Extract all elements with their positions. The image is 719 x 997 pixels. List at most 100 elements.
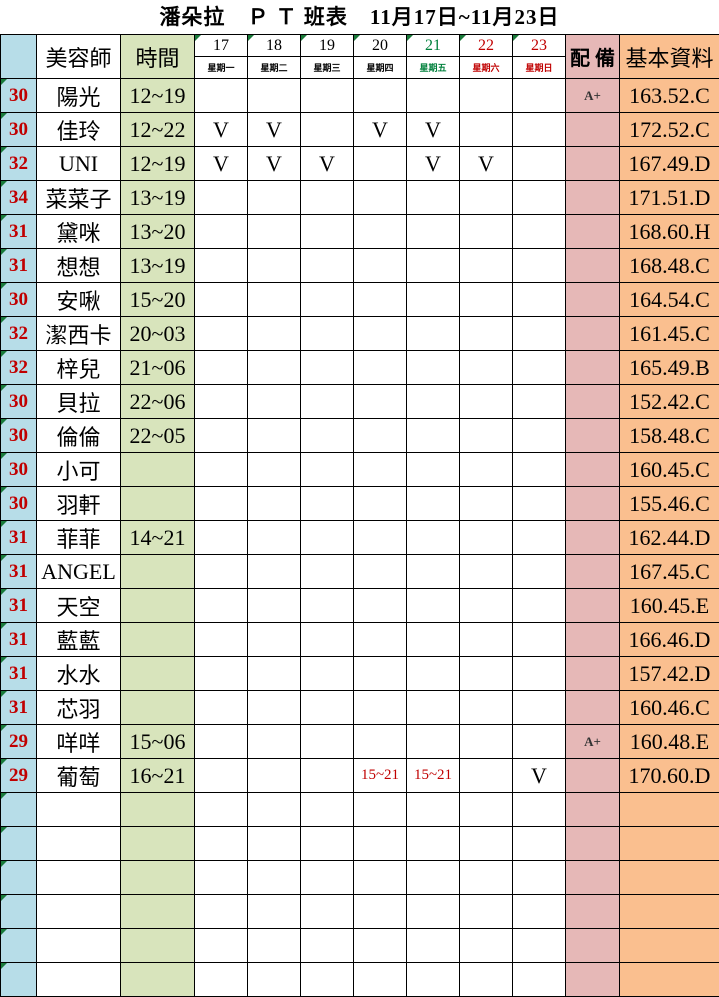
day-cell[interactable] <box>513 283 566 317</box>
day-cell[interactable] <box>460 283 513 317</box>
info-cell[interactable]: 155.46.C <box>620 487 719 521</box>
day-cell[interactable] <box>354 317 407 351</box>
day-cell[interactable] <box>195 555 248 589</box>
day-cell[interactable] <box>248 79 301 113</box>
day-cell[interactable] <box>301 725 354 759</box>
day-cell[interactable] <box>460 249 513 283</box>
equip-cell[interactable] <box>566 623 620 657</box>
day-cell[interactable] <box>354 623 407 657</box>
day-cell[interactable] <box>195 827 248 861</box>
day-cell[interactable]: V <box>301 147 354 181</box>
day-cell[interactable] <box>248 793 301 827</box>
day-cell[interactable] <box>513 351 566 385</box>
stylist-name[interactable]: 陽光 <box>37 79 121 113</box>
day-cell[interactable] <box>301 623 354 657</box>
day-cell[interactable] <box>513 419 566 453</box>
equip-cell[interactable] <box>566 759 620 793</box>
day-cell[interactable] <box>407 249 460 283</box>
shift-time[interactable]: 12~22 <box>121 113 195 147</box>
day-cell[interactable] <box>301 453 354 487</box>
day-cell[interactable] <box>354 555 407 589</box>
shift-time[interactable] <box>121 793 195 827</box>
day-cell[interactable] <box>195 793 248 827</box>
day-cell[interactable] <box>407 793 460 827</box>
day-cell[interactable]: V <box>195 147 248 181</box>
day-cell[interactable] <box>460 79 513 113</box>
day-cell[interactable] <box>195 385 248 419</box>
day-cell[interactable] <box>407 385 460 419</box>
day-cell[interactable] <box>301 283 354 317</box>
day-cell[interactable] <box>248 657 301 691</box>
day-cell[interactable] <box>301 759 354 793</box>
day-cell[interactable] <box>460 453 513 487</box>
day-cell[interactable] <box>248 351 301 385</box>
day-cell[interactable] <box>460 793 513 827</box>
shift-time[interactable]: 13~19 <box>121 181 195 215</box>
stylist-name[interactable] <box>37 827 121 861</box>
day-cell[interactable] <box>460 929 513 963</box>
shift-time[interactable]: 13~19 <box>121 249 195 283</box>
day-cell[interactable] <box>301 181 354 215</box>
day-cell[interactable] <box>513 181 566 215</box>
day-cell[interactable] <box>407 181 460 215</box>
day-cell[interactable]: V <box>248 113 301 147</box>
day-cell[interactable] <box>248 453 301 487</box>
day-cell[interactable] <box>460 317 513 351</box>
day-cell[interactable] <box>513 963 566 997</box>
day-cell[interactable] <box>513 895 566 929</box>
day-cell[interactable] <box>354 283 407 317</box>
equip-cell[interactable] <box>566 487 620 521</box>
stylist-name[interactable]: 倫倫 <box>37 419 121 453</box>
day-cell[interactable] <box>301 657 354 691</box>
shift-time[interactable] <box>121 963 195 997</box>
day-cell[interactable]: V <box>513 759 566 793</box>
equip-cell[interactable] <box>566 419 620 453</box>
info-cell[interactable]: 157.42.D <box>620 657 719 691</box>
day-cell[interactable] <box>195 79 248 113</box>
shift-time[interactable]: 15~20 <box>121 283 195 317</box>
day-cell[interactable] <box>407 419 460 453</box>
day-cell[interactable] <box>301 861 354 895</box>
day-cell[interactable] <box>513 487 566 521</box>
stylist-name[interactable]: 想想 <box>37 249 121 283</box>
day-cell[interactable] <box>407 317 460 351</box>
day-cell[interactable] <box>301 793 354 827</box>
day-cell[interactable]: V <box>460 147 513 181</box>
day-cell[interactable] <box>301 691 354 725</box>
day-cell[interactable] <box>248 249 301 283</box>
equip-cell[interactable] <box>566 351 620 385</box>
day-cell[interactable] <box>195 487 248 521</box>
stylist-name[interactable] <box>37 963 121 997</box>
day-cell[interactable] <box>301 827 354 861</box>
day-cell[interactable] <box>460 113 513 147</box>
day-cell[interactable] <box>354 963 407 997</box>
day-cell[interactable] <box>513 691 566 725</box>
day-cell[interactable] <box>354 487 407 521</box>
stylist-name[interactable]: 菜菜子 <box>37 181 121 215</box>
day-cell[interactable] <box>460 827 513 861</box>
stylist-name[interactable]: ANGEL <box>37 555 121 589</box>
day-cell[interactable]: V <box>248 147 301 181</box>
day-cell[interactable] <box>407 895 460 929</box>
shift-time[interactable]: 15~06 <box>121 725 195 759</box>
day-cell[interactable] <box>460 487 513 521</box>
day-cell[interactable] <box>248 317 301 351</box>
day-cell[interactable] <box>195 317 248 351</box>
day-cell[interactable] <box>354 521 407 555</box>
day-cell[interactable] <box>513 725 566 759</box>
day-cell[interactable] <box>513 827 566 861</box>
day-cell[interactable] <box>513 147 566 181</box>
day-cell[interactable] <box>248 487 301 521</box>
day-cell[interactable] <box>354 79 407 113</box>
day-cell[interactable] <box>195 861 248 895</box>
equip-cell[interactable] <box>566 861 620 895</box>
day-cell[interactable] <box>354 589 407 623</box>
info-cell[interactable]: 152.42.C <box>620 385 719 419</box>
shift-time[interactable]: 13~20 <box>121 215 195 249</box>
day-cell[interactable] <box>460 691 513 725</box>
stylist-name[interactable]: 天空 <box>37 589 121 623</box>
info-cell[interactable]: 160.45.E <box>620 589 719 623</box>
stylist-name[interactable]: 菲菲 <box>37 521 121 555</box>
shift-time[interactable]: 12~19 <box>121 79 195 113</box>
stylist-name[interactable]: 潔西卡 <box>37 317 121 351</box>
